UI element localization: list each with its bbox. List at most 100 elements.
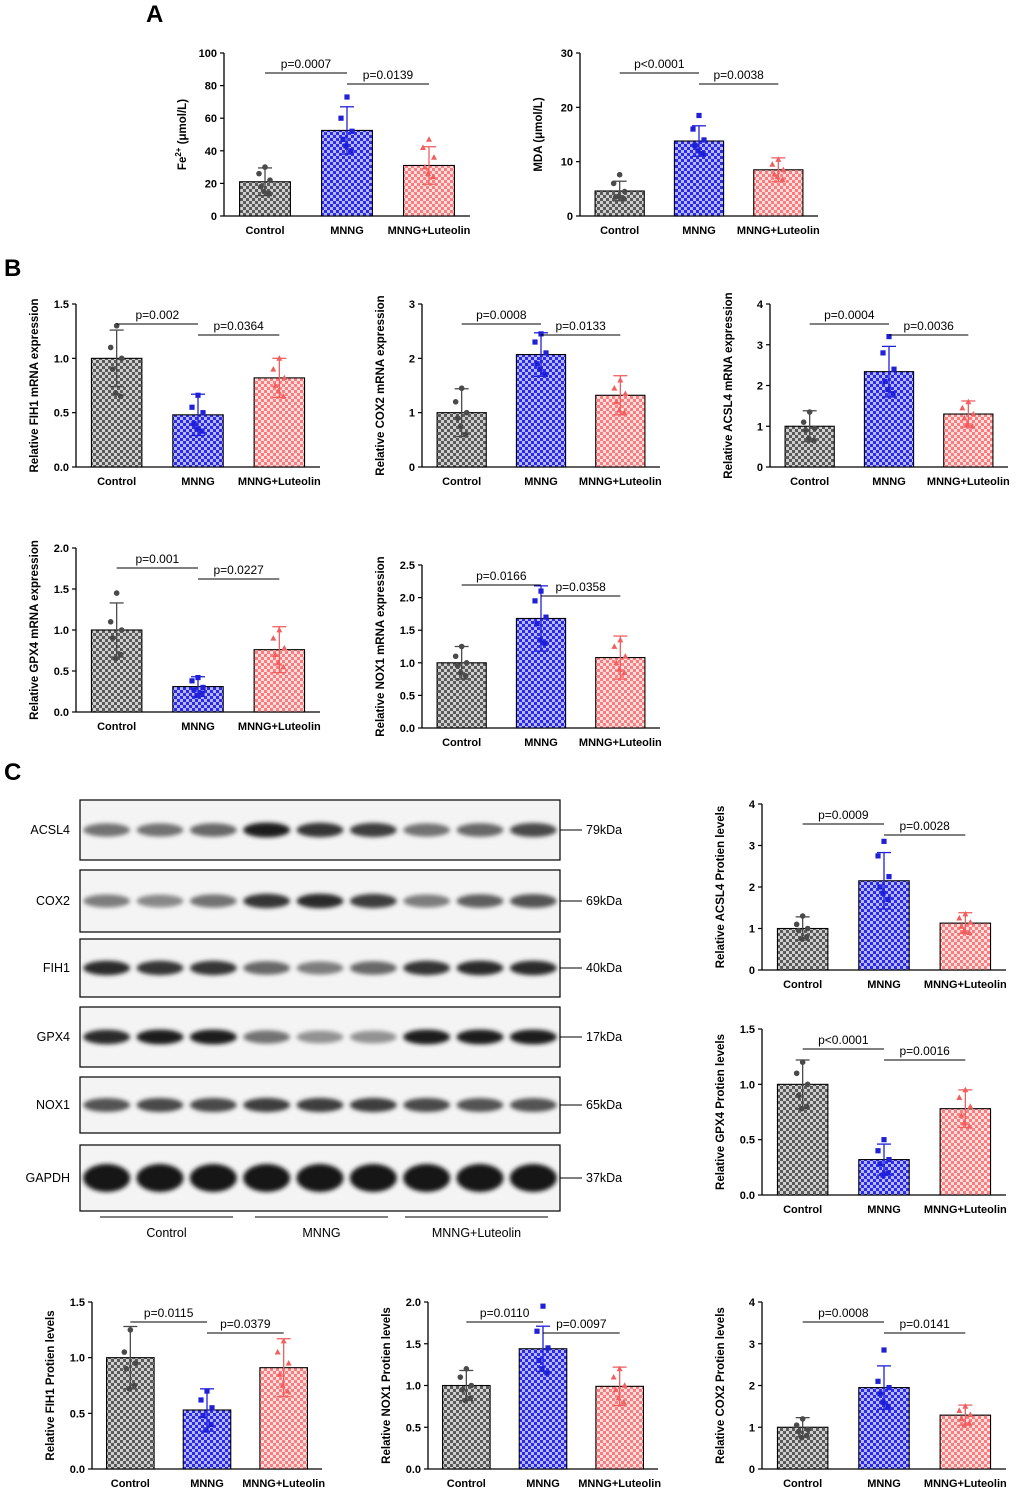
blot-band <box>136 960 184 976</box>
data-point-luteolin <box>967 919 974 925</box>
data-point-mnng <box>536 1357 542 1364</box>
data-point-luteolin <box>281 644 288 651</box>
category-label: MNNG+Luteolin <box>388 225 471 237</box>
data-point-luteolin <box>431 154 437 160</box>
y-tick-label: 2.5 <box>400 560 415 572</box>
p-value-label: p=0.0009 <box>818 808 869 822</box>
data-point-control <box>454 663 461 669</box>
protein-label: GPX4 <box>37 1030 70 1044</box>
group-label: MNNG+Luteolin <box>432 1226 521 1240</box>
chart-cox2-mrna: 0 1 2 3 Relative COX2 mRNA expression Control… <box>375 295 662 488</box>
data-point-control <box>462 1397 469 1404</box>
y-tick-label: 0.0 <box>54 462 69 474</box>
data-point-mnng <box>539 1366 545 1372</box>
blot-band <box>296 1097 344 1113</box>
data-point-mnng <box>543 350 549 356</box>
data-point-mnng <box>534 621 540 627</box>
data-point-control <box>107 619 114 625</box>
data-point-luteolin <box>280 393 287 399</box>
p-value-label: p=0.0133 <box>555 319 606 333</box>
data-point-control <box>261 188 267 195</box>
data-point-control <box>795 1428 802 1435</box>
y-tick-label: 4 <box>749 799 756 811</box>
data-point-mnng <box>194 693 200 699</box>
y-tick-label: 0 <box>757 462 763 474</box>
data-point-control <box>800 419 807 425</box>
data-point-luteolin <box>276 355 283 361</box>
data-point-luteolin <box>967 1411 974 1418</box>
category-label: Control <box>447 1478 486 1490</box>
kda-label: 40kDa <box>586 961 622 975</box>
blot-band <box>403 894 451 908</box>
data-point-luteolin <box>611 643 618 649</box>
y-tick-label: 1.5 <box>70 1297 85 1309</box>
y-axis-label: Relative COX2 Protien levels <box>715 1307 727 1464</box>
data-point-mnng <box>195 674 201 681</box>
data-point-mnng <box>537 637 543 643</box>
data-point-mnng <box>877 1391 883 1397</box>
blot-band <box>243 822 291 838</box>
data-point-control <box>803 934 810 940</box>
chart-gpx4-mrna: 0.0 0.5 1.0 1.5 2.0 Relative GPX4 mRNA expres… <box>29 540 321 733</box>
blot-band <box>403 1164 451 1192</box>
data-point-control <box>610 180 617 187</box>
data-point-mnng <box>880 1399 886 1405</box>
p-value-label: p=0.0141 <box>899 1317 950 1331</box>
data-point-luteolin <box>622 390 629 397</box>
p-value-label: p=0.0115 <box>144 1306 194 1320</box>
data-point-mnng <box>885 1170 891 1176</box>
data-point-luteolin <box>611 385 618 391</box>
blot-band <box>189 1164 237 1192</box>
data-point-luteolin <box>420 144 426 150</box>
data-point-luteolin <box>771 170 778 177</box>
y-tick-label: 0.5 <box>400 690 415 702</box>
data-point-luteolin <box>780 166 787 173</box>
data-point-mnng <box>880 350 886 356</box>
data-point-control <box>458 643 465 650</box>
blot-band <box>243 893 291 909</box>
data-point-control <box>457 669 464 676</box>
data-point-mnng <box>882 378 888 385</box>
data-point-mnng <box>886 1156 892 1163</box>
y-tick-label: 1.0 <box>400 658 415 670</box>
blot-band <box>349 1030 397 1044</box>
category-label: MNNG+Luteolin <box>924 1204 1007 1216</box>
data-point-control <box>802 427 809 434</box>
y-tick-label: 60 <box>205 113 217 125</box>
data-point-control <box>798 936 805 942</box>
data-point-luteolin <box>270 635 277 641</box>
category-label: MNNG <box>867 1478 901 1490</box>
y-tick-label: 1.0 <box>54 353 69 365</box>
y-tick-label: 2 <box>757 381 763 393</box>
data-point-mnng <box>540 1303 546 1309</box>
blot-band <box>83 960 131 976</box>
data-point-luteolin <box>274 1348 281 1355</box>
p-value-label: p=0.0008 <box>476 308 527 322</box>
data-point-mnng <box>880 1172 886 1178</box>
chart-fih1-mrna: 0.0 0.5 1.0 1.5 Relative FIH1 mRNA expressio… <box>29 298 321 488</box>
y-tick-label: 4 <box>749 1297 756 1309</box>
category-label: MNNG <box>181 721 215 733</box>
data-point-mnng <box>204 1388 210 1394</box>
panel-label-a: A <box>146 1 163 28</box>
category-label: Control <box>111 1478 150 1490</box>
data-point-luteolin <box>621 409 628 416</box>
data-point-control <box>452 653 459 660</box>
data-point-control <box>107 344 114 351</box>
protein-label: GAPDH <box>26 1171 70 1185</box>
data-point-mnng <box>881 1347 887 1353</box>
y-tick-label: 1.0 <box>70 1353 85 1365</box>
p-value-label: p=0.0038 <box>713 68 764 82</box>
blot-band <box>83 1164 131 1192</box>
data-point-mnng <box>545 1345 551 1351</box>
category-label: MNNG <box>181 476 215 488</box>
blot-band <box>83 1029 131 1045</box>
blot-band <box>83 894 131 908</box>
panel-label-c: C <box>4 759 21 786</box>
data-point-luteolin <box>616 1365 623 1372</box>
category-label: MNNG <box>867 979 901 991</box>
data-point-control <box>123 1366 130 1372</box>
y-tick-label: 0.0 <box>70 1464 85 1476</box>
data-point-luteolin <box>617 376 624 383</box>
blot-band <box>83 1098 131 1112</box>
